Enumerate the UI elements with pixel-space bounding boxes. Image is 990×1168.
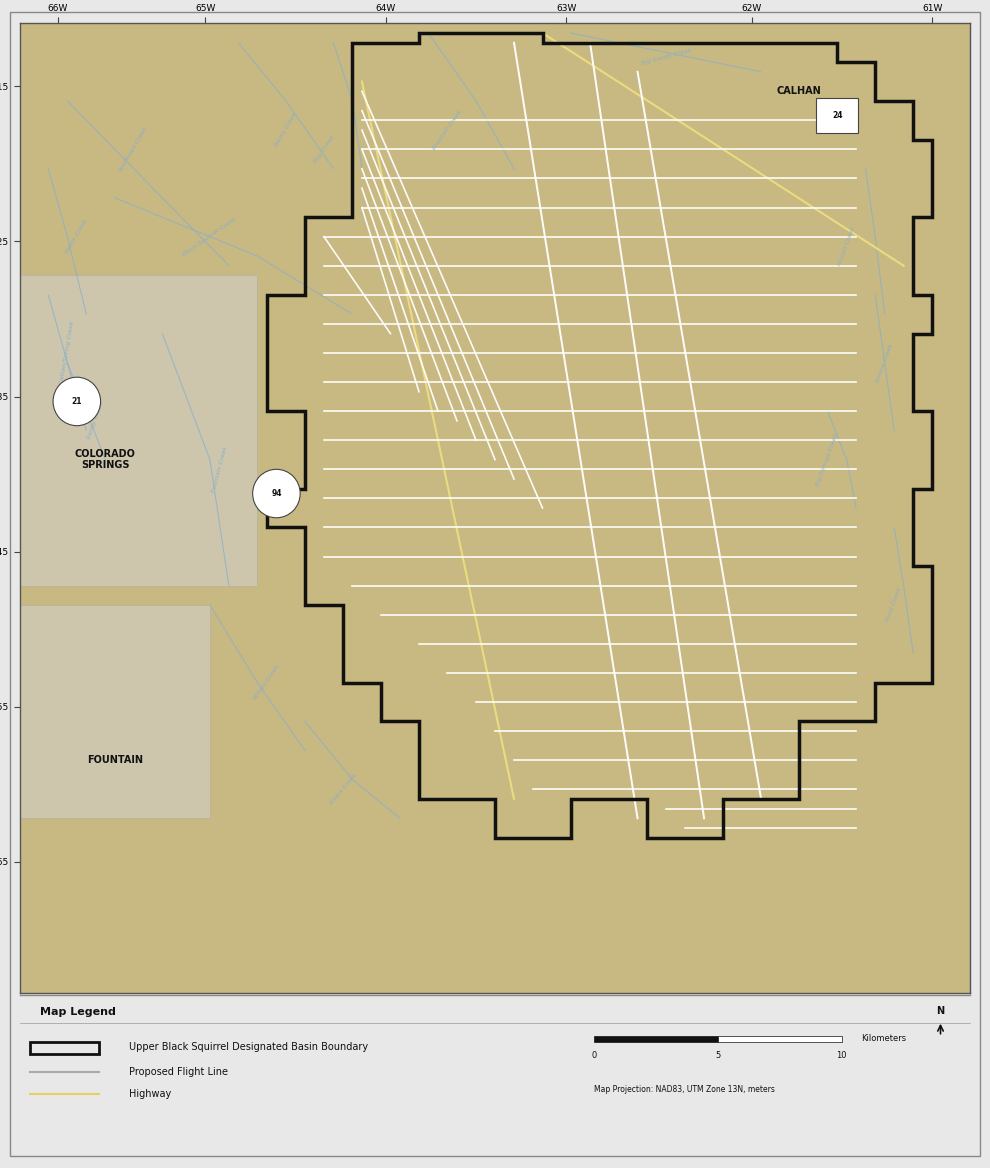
Text: Kiowa Creek: Kiowa Creek: [329, 772, 357, 806]
Text: 21: 21: [71, 397, 82, 406]
Text: 24: 24: [832, 111, 842, 120]
Bar: [718, 1036, 842, 1042]
Text: 94: 94: [271, 489, 282, 498]
Text: 10: 10: [837, 1051, 846, 1059]
Text: Big Sandy Creek: Big Sandy Creek: [641, 48, 692, 67]
Bar: [816, 98, 858, 133]
Text: Black Squirrel Creek: Black Squirrel Creek: [182, 216, 238, 257]
Text: Pond Creek: Pond Creek: [886, 588, 903, 623]
Circle shape: [252, 470, 300, 517]
Text: N: N: [937, 1007, 944, 1016]
Bar: [20, 605, 210, 819]
Text: 0: 0: [591, 1051, 597, 1059]
Text: Calhan/Spring Creek: Calhan/Spring Creek: [59, 321, 75, 385]
Text: Strena Creek: Strena Creek: [875, 342, 894, 383]
Text: Map Projection: NAD83, UTM Zone 13N, meters: Map Projection: NAD83, UTM Zone 13N, met…: [594, 1085, 775, 1093]
Text: Brackett Creek: Brackett Creek: [432, 110, 463, 151]
Text: Wilson Creek: Wilson Creek: [253, 665, 281, 701]
Text: Proposed Flight Line: Proposed Flight Line: [129, 1066, 228, 1077]
Text: FOUNTAIN: FOUNTAIN: [87, 756, 143, 765]
Text: COLORADO
SPRINGS: COLORADO SPRINGS: [75, 449, 136, 471]
Text: Highway: Highway: [129, 1090, 171, 1099]
Text: Arkins Creek: Arkins Creek: [274, 111, 298, 148]
Bar: [30, 1042, 99, 1054]
Text: Kilometers: Kilometers: [861, 1034, 907, 1043]
Text: CALHAN: CALHAN: [777, 86, 822, 96]
Bar: [20, 276, 257, 585]
Text: Upper Black Squirrel Designated Basin Boundary: Upper Black Squirrel Designated Basin Bo…: [129, 1042, 368, 1052]
Text: Hocutt Creek: Hocutt Creek: [838, 227, 856, 266]
Text: Kettle Creek: Kettle Creek: [65, 218, 89, 255]
Text: Warlkowa Creek: Warlkowa Creek: [119, 126, 148, 173]
Text: Sandy Creek: Sandy Creek: [87, 401, 105, 440]
Circle shape: [53, 377, 101, 425]
Text: 5: 5: [715, 1051, 721, 1059]
Text: Big Springs Creek: Big Springs Creek: [816, 432, 840, 487]
Text: Map Legend: Map Legend: [40, 1007, 116, 1017]
Bar: [594, 1036, 718, 1042]
Text: Fountain Creek: Fountain Creek: [211, 445, 228, 493]
Text: Hay Creek: Hay Creek: [313, 134, 336, 165]
